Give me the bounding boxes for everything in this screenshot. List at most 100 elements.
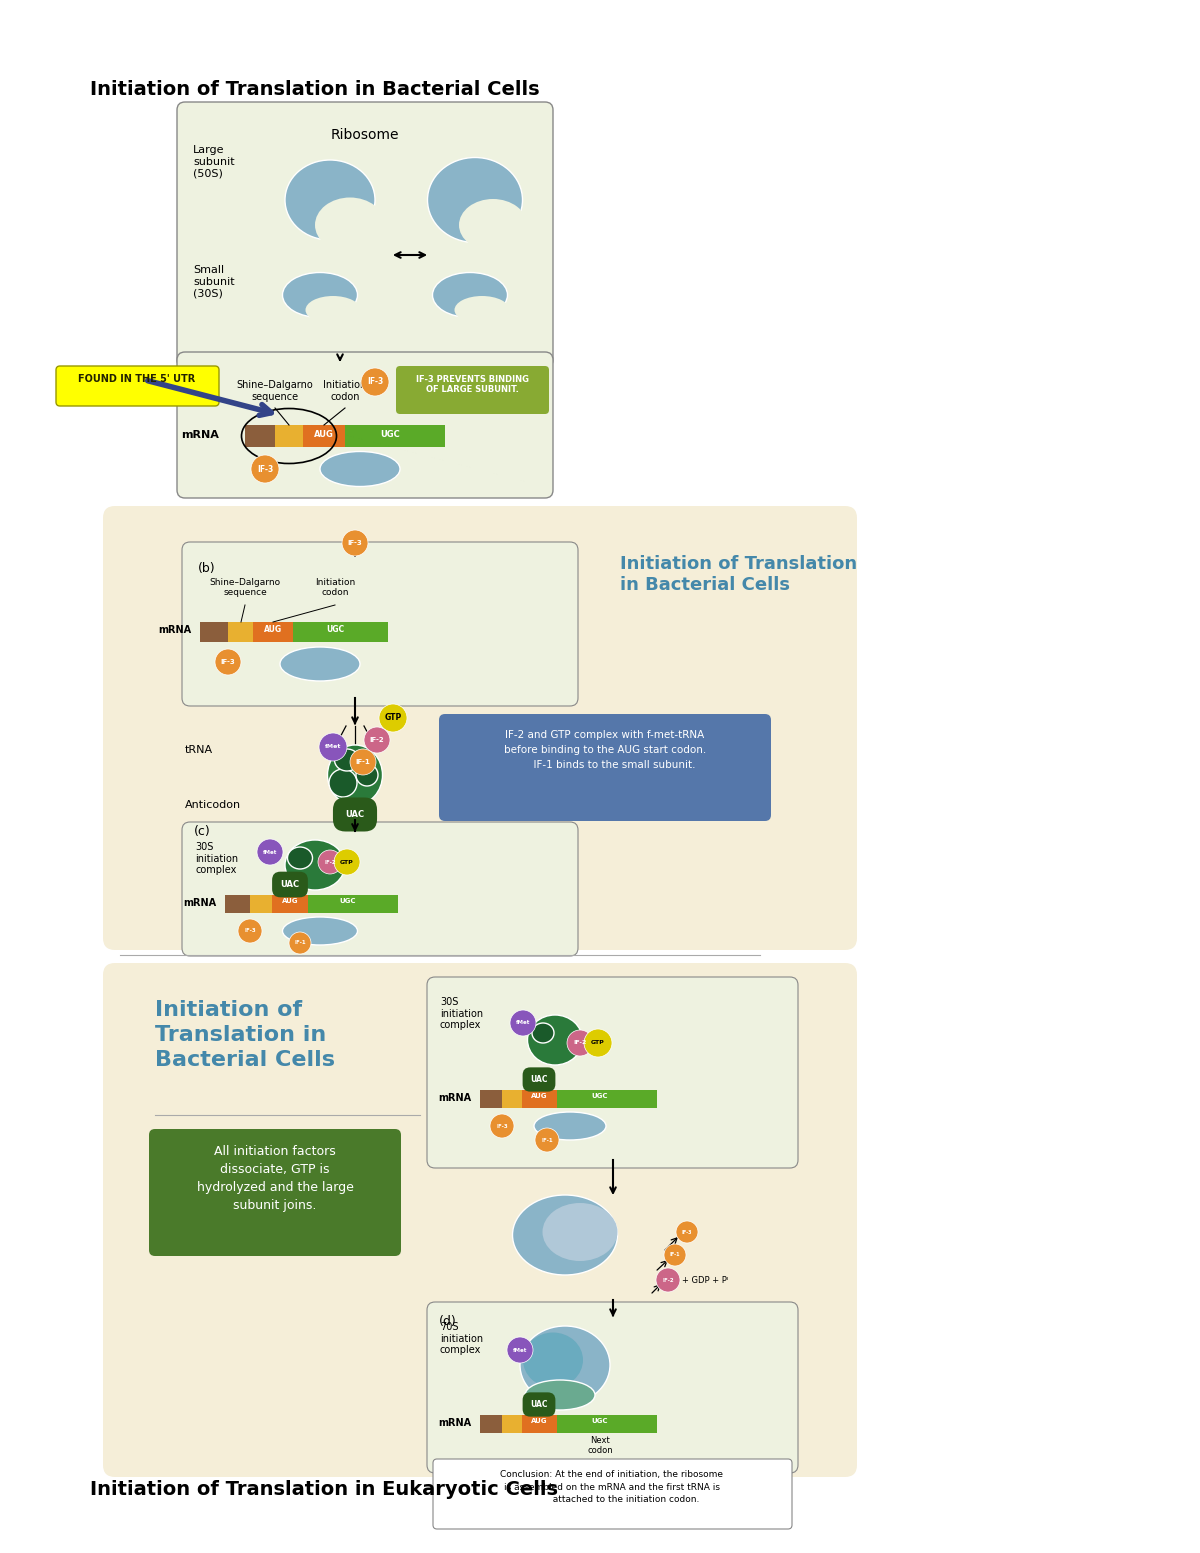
Text: IF-2: IF-2 — [324, 859, 336, 865]
Circle shape — [238, 919, 262, 943]
Ellipse shape — [432, 272, 508, 317]
Text: fMet: fMet — [325, 744, 341, 750]
Bar — [228, 623, 253, 641]
Ellipse shape — [335, 749, 360, 770]
Ellipse shape — [542, 1204, 618, 1261]
Text: UAC: UAC — [346, 811, 365, 818]
Text: UAC: UAC — [530, 1399, 547, 1409]
Text: Conclusion: At the end of initiation, the ribosome
is assembled on the mRNA and : Conclusion: At the end of initiation, th… — [500, 1471, 724, 1503]
Text: UGC: UGC — [592, 1093, 608, 1100]
Text: GTP: GTP — [592, 1041, 605, 1045]
Text: 30S
initiation
complex: 30S initiation complex — [194, 842, 238, 876]
Bar — [302, 426, 346, 447]
Bar — [346, 426, 445, 447]
FancyBboxPatch shape — [178, 102, 553, 368]
Ellipse shape — [356, 764, 378, 786]
Text: IF-3: IF-3 — [257, 464, 274, 474]
Circle shape — [490, 1114, 514, 1138]
Text: AUG: AUG — [314, 430, 334, 439]
Text: FOUND IN THE 5' UTR: FOUND IN THE 5' UTR — [78, 374, 196, 384]
Circle shape — [251, 455, 278, 483]
Text: (d): (d) — [439, 1315, 457, 1328]
Bar — [522, 1415, 557, 1433]
Text: (c): (c) — [194, 825, 211, 839]
Bar — [253, 623, 293, 641]
FancyBboxPatch shape — [149, 1129, 401, 1256]
Text: Initiation of Translation in Bacterial Cells: Initiation of Translation in Bacterial C… — [90, 81, 540, 99]
Circle shape — [289, 932, 311, 954]
Text: AUG: AUG — [530, 1418, 547, 1424]
Circle shape — [584, 1030, 612, 1058]
Ellipse shape — [458, 199, 527, 252]
FancyBboxPatch shape — [427, 977, 798, 1168]
Bar — [557, 1090, 658, 1107]
Text: Initiation of Translation
in Bacterial Cells: Initiation of Translation in Bacterial C… — [620, 554, 857, 593]
Ellipse shape — [328, 745, 383, 804]
Text: UGC: UGC — [340, 898, 356, 904]
Text: fMet: fMet — [516, 1020, 530, 1025]
Text: 70S
initiation
complex: 70S initiation complex — [440, 1322, 484, 1356]
Text: Ribosome: Ribosome — [331, 127, 400, 141]
Text: IF-2 and GTP complex with f-met-tRNA
before binding to the AUG start codon.
    : IF-2 and GTP complex with f-met-tRNA bef… — [504, 730, 706, 770]
Circle shape — [319, 733, 347, 761]
Text: mRNA: mRNA — [438, 1418, 472, 1429]
Bar — [480, 1415, 502, 1433]
Text: Initiation of Translation in Eukaryotic Cells: Initiation of Translation in Eukaryotic … — [90, 1480, 558, 1499]
Text: Small
subunit
(30S): Small subunit (30S) — [193, 266, 235, 298]
Circle shape — [664, 1244, 686, 1266]
Text: tRNA: tRNA — [185, 745, 214, 755]
Text: Initiation
codon: Initiation codon — [323, 380, 367, 402]
Text: UGC: UGC — [326, 624, 344, 634]
Text: mRNA: mRNA — [158, 624, 192, 635]
Bar — [522, 1090, 557, 1107]
Circle shape — [535, 1127, 559, 1152]
Bar — [308, 895, 398, 913]
Bar — [200, 623, 228, 641]
Ellipse shape — [306, 297, 360, 325]
Text: + GDP + Pᴵ: + GDP + Pᴵ — [682, 1277, 728, 1284]
Text: Large
subunit
(50S): Large subunit (50S) — [193, 144, 235, 179]
Circle shape — [257, 839, 283, 865]
Bar — [502, 1090, 522, 1107]
Text: IF-1: IF-1 — [670, 1253, 680, 1258]
Ellipse shape — [320, 452, 400, 486]
Ellipse shape — [455, 297, 510, 325]
FancyBboxPatch shape — [427, 1301, 798, 1472]
Text: mRNA: mRNA — [438, 1093, 472, 1103]
Bar — [557, 1415, 658, 1433]
Text: Shine–Dalgarno
sequence: Shine–Dalgarno sequence — [210, 578, 281, 598]
Bar — [250, 895, 272, 913]
Ellipse shape — [329, 769, 358, 797]
Ellipse shape — [523, 1332, 583, 1387]
Circle shape — [334, 849, 360, 874]
Circle shape — [342, 530, 368, 556]
Circle shape — [568, 1030, 593, 1056]
Text: UAC: UAC — [530, 1075, 547, 1084]
Circle shape — [510, 1009, 536, 1036]
Text: AUG: AUG — [264, 624, 282, 634]
Circle shape — [215, 649, 241, 676]
Ellipse shape — [534, 1112, 606, 1140]
Text: GTP: GTP — [384, 713, 402, 722]
Text: IF-2: IF-2 — [574, 1041, 587, 1045]
Ellipse shape — [280, 648, 360, 682]
Ellipse shape — [427, 157, 522, 242]
Circle shape — [361, 368, 389, 396]
Text: IF-3: IF-3 — [348, 540, 362, 547]
Circle shape — [656, 1267, 680, 1292]
FancyBboxPatch shape — [433, 1458, 792, 1530]
Text: IF-3: IF-3 — [367, 377, 383, 387]
Text: mRNA: mRNA — [184, 898, 216, 909]
FancyBboxPatch shape — [103, 506, 857, 950]
Text: mRNA: mRNA — [181, 430, 218, 439]
Text: IF-2: IF-2 — [370, 738, 384, 742]
Ellipse shape — [282, 272, 358, 317]
Text: UAC: UAC — [281, 881, 300, 888]
Text: IF-3: IF-3 — [221, 658, 235, 665]
Text: All initiation factors
dissociate, GTP is
hydrolyzed and the large
subunit joins: All initiation factors dissociate, GTP i… — [197, 1145, 354, 1211]
Ellipse shape — [532, 1023, 554, 1044]
FancyBboxPatch shape — [103, 963, 857, 1477]
Text: AUG: AUG — [282, 898, 299, 904]
Circle shape — [318, 849, 342, 874]
FancyBboxPatch shape — [439, 714, 772, 822]
